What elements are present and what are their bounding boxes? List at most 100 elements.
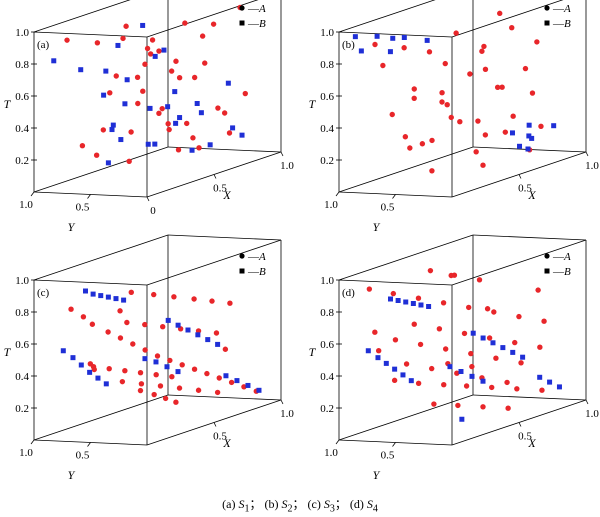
series-A-point: [137, 370, 144, 376]
z-tick-label: 0.6: [15, 339, 29, 351]
series-A-point: [481, 43, 487, 50]
z-tick-label: 0.2: [320, 403, 334, 415]
legend-marker-A: [544, 253, 550, 259]
series-A-point: [493, 355, 499, 361]
series-A-point: [68, 306, 74, 312]
series-A-point: [541, 318, 547, 324]
cube-edge: [338, 394, 474, 441]
series-A-point: [142, 321, 148, 328]
x-axis-label: X: [222, 436, 231, 450]
series-B-point: [90, 291, 96, 297]
series-A-point: [137, 387, 144, 394]
series-A-point: [191, 366, 198, 372]
series-A-point: [80, 314, 87, 320]
series-B-point: [87, 369, 93, 375]
y-tick: [335, 439, 340, 445]
cube-edge: [338, 234, 474, 281]
series-B-point: [387, 49, 393, 55]
y-tick: [87, 442, 91, 447]
series-B-point: [140, 22, 146, 28]
series-A-point: [242, 90, 248, 97]
series-A-point: [529, 90, 536, 96]
cube-edge: [33, 146, 169, 193]
series-B-point: [103, 68, 109, 74]
series-A-point: [537, 344, 543, 350]
series-A-point: [119, 378, 126, 385]
z-tick-label: 1.0: [320, 27, 334, 39]
series-B-point: [458, 369, 464, 374]
z-tick-label: 0.2: [15, 155, 29, 167]
y-tick: [335, 191, 340, 197]
x-axis-label: X: [527, 436, 536, 450]
x-axis-label: X: [527, 188, 536, 202]
series-A-point: [168, 68, 175, 74]
series-B-point: [517, 143, 523, 149]
series-B-point: [424, 37, 430, 43]
y-axis-label: Y: [68, 468, 76, 482]
legend-marker-B: [239, 268, 245, 274]
x-tick: [146, 196, 150, 202]
series-B-point: [374, 33, 380, 39]
series-B-point: [392, 366, 398, 372]
z-tick-label: 0.6: [320, 91, 334, 103]
series-B-point: [470, 330, 476, 336]
z-tick-label: 0.8: [320, 59, 334, 71]
series-A-point: [91, 366, 97, 373]
y-tick: [392, 442, 396, 447]
series-B-point: [383, 360, 389, 366]
series-A-point: [153, 372, 159, 378]
series-B-point: [189, 147, 195, 153]
y-tick-label: 0.5: [76, 202, 90, 214]
x-tick: [280, 151, 284, 157]
series-A-point: [505, 405, 511, 411]
series-A-point: [390, 290, 397, 297]
series-B-point: [121, 297, 127, 303]
series-B-point: [526, 133, 532, 139]
series-B-point: [70, 355, 76, 361]
series-B-point: [165, 104, 171, 110]
legend-label-A: —A: [247, 251, 266, 263]
panel-c: 0.20.40.60.81.0T1.0 0.5Y0.51.0X(c)—A—B: [4, 234, 294, 482]
legend-marker-A: [239, 5, 245, 11]
legend-marker-A: [239, 253, 245, 259]
series-A-point: [214, 389, 221, 396]
series-A-point: [171, 294, 177, 300]
series-A-point: [518, 360, 524, 366]
series-B-point: [388, 296, 393, 302]
series-B-point: [78, 67, 84, 73]
y-tick: [392, 194, 396, 199]
legend-label-A: —A: [552, 3, 571, 15]
series-B-point: [459, 416, 465, 422]
series-A-point: [165, 121, 171, 127]
z-tick-label: 0.2: [320, 155, 334, 167]
series-B-point: [105, 160, 111, 166]
series-B-point: [234, 378, 240, 384]
series-B-point: [101, 92, 107, 98]
series-B-point: [390, 35, 396, 41]
series-B-point: [165, 317, 171, 323]
series-B-point: [152, 141, 158, 147]
legend-marker-B: [239, 20, 245, 26]
series-A-point: [157, 383, 164, 389]
series-A-point: [453, 30, 459, 36]
series-A-point: [419, 141, 426, 147]
series-A-point: [448, 114, 454, 121]
panel-label: (c): [37, 287, 50, 299]
series-B-point: [175, 369, 181, 375]
series-A-point: [442, 346, 449, 352]
series-A-point: [162, 395, 169, 402]
series-A-point: [489, 384, 495, 391]
series-B-point: [177, 115, 183, 121]
z-tick-label: 0.4: [15, 371, 29, 383]
series-A-point: [429, 168, 435, 174]
x-tick-label: 1.0: [280, 160, 294, 172]
series-A-point: [199, 33, 206, 39]
series-B-point: [223, 373, 229, 379]
z-tick-label: 0.6: [15, 91, 29, 103]
series-B-point: [352, 34, 358, 40]
series-B-point: [480, 378, 486, 384]
series-B-point: [103, 381, 109, 387]
x-tick: [280, 399, 284, 405]
series-A-point: [79, 143, 86, 149]
series-B-point: [145, 141, 151, 147]
